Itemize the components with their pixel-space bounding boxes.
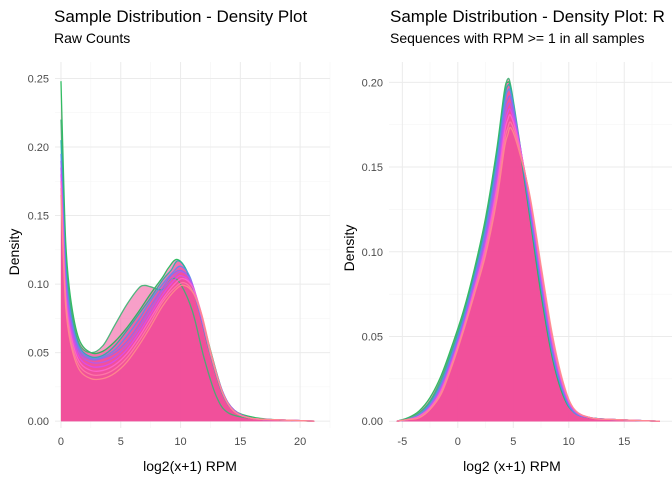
y-tick-label: 0.25 [28, 73, 49, 85]
chart-title: Sample Distribution - Density Plot: R [390, 7, 665, 26]
y-tick-label: 0.10 [28, 279, 49, 291]
density-curves [396, 77, 660, 422]
density-area [396, 127, 660, 422]
x-tick-label: 10 [563, 436, 575, 448]
y-tick-label: 0.05 [362, 332, 383, 344]
x-tick-label: 0 [58, 436, 64, 448]
x-tick-label: 5 [118, 436, 124, 448]
chart-title: Sample Distribution - Density Plot [54, 7, 307, 26]
y-tick-label: 0.10 [362, 247, 383, 259]
density-area [60, 194, 315, 422]
x-tick-label: 10 [174, 436, 186, 448]
x-tick-label: 15 [618, 436, 630, 448]
y-tick-label: 0.20 [362, 77, 383, 89]
y-tick-label: 0.15 [28, 211, 49, 223]
density-areas [60, 81, 315, 422]
x-tick-label: -5 [397, 436, 407, 448]
density-curve [60, 194, 315, 422]
density-curve [396, 88, 660, 422]
x-tick-label: 15 [234, 436, 246, 448]
chart-subtitle: Raw Counts [54, 30, 130, 46]
density-curve [396, 126, 660, 422]
density-areas [396, 78, 660, 422]
y-tick-labels: 0.00 0.05 0.10 0.15 0.20 [362, 77, 383, 428]
y-axis-title: Density [341, 225, 357, 272]
x-tick-labels: -5 0 5 10 15 [397, 436, 630, 448]
x-tick-label: 5 [510, 436, 516, 448]
x-tick-label: 0 [455, 436, 461, 448]
x-tick-labels: 0 5 10 15 20 [58, 436, 306, 448]
y-tick-label: 0.15 [362, 162, 383, 174]
y-tick-label: 0.05 [28, 348, 49, 360]
x-axis-title: log2(x+1) RPM [143, 458, 237, 474]
density-curve [60, 119, 315, 422]
x-axis-title: log2 (x+1) RPM [463, 458, 561, 474]
y-tick-label: 0.00 [362, 416, 383, 428]
y-tick-label: 0.20 [28, 142, 49, 154]
density-curves [60, 81, 315, 422]
y-tick-labels: 0.00 0.05 0.10 0.15 0.20 0.25 [28, 73, 49, 428]
y-axis-title: Density [6, 229, 22, 276]
x-tick-label: 20 [294, 436, 306, 448]
y-tick-label: 0.00 [28, 416, 49, 428]
chart-panel-filtered: Sample Distribution - Density Plot: R Se… [341, 7, 672, 474]
chart-panel-raw-counts: Sample Distribution - Density Plot Raw C… [6, 7, 331, 474]
chart-subtitle: Sequences with RPM >= 1 in all samples [390, 30, 644, 46]
